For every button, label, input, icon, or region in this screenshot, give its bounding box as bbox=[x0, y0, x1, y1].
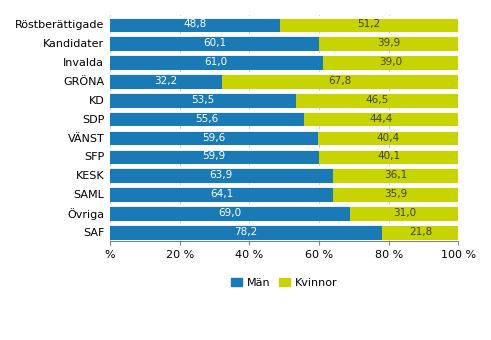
Bar bbox=[297, 92, 459, 107]
Text: 48,8: 48,8 bbox=[183, 19, 207, 30]
Bar bbox=[323, 54, 459, 70]
Text: 64,1: 64,1 bbox=[210, 189, 233, 199]
Text: 40,1: 40,1 bbox=[377, 151, 400, 162]
Bar bbox=[319, 149, 459, 164]
Text: 36,1: 36,1 bbox=[384, 170, 407, 180]
Text: 46,5: 46,5 bbox=[366, 95, 389, 105]
Text: 32,2: 32,2 bbox=[154, 76, 178, 86]
Bar bbox=[110, 205, 351, 221]
Bar bbox=[110, 92, 297, 107]
Bar bbox=[110, 224, 382, 240]
Bar bbox=[110, 73, 222, 89]
Text: 35,9: 35,9 bbox=[384, 189, 408, 199]
Bar bbox=[318, 130, 459, 145]
Bar bbox=[110, 36, 319, 51]
Text: 55,6: 55,6 bbox=[195, 114, 218, 124]
Text: 53,5: 53,5 bbox=[191, 95, 215, 105]
Bar bbox=[110, 168, 332, 183]
Text: 39,0: 39,0 bbox=[379, 57, 402, 67]
Bar bbox=[222, 73, 459, 89]
Bar bbox=[382, 224, 459, 240]
Text: 39,9: 39,9 bbox=[377, 38, 401, 48]
Bar bbox=[280, 17, 459, 32]
Bar bbox=[110, 130, 318, 145]
Text: 78,2: 78,2 bbox=[235, 227, 258, 237]
Text: 63,9: 63,9 bbox=[210, 170, 233, 180]
Text: 69,0: 69,0 bbox=[218, 208, 242, 218]
Text: 51,2: 51,2 bbox=[357, 19, 381, 30]
Text: 67,8: 67,8 bbox=[328, 76, 352, 86]
Bar bbox=[332, 168, 459, 183]
Bar bbox=[110, 186, 333, 202]
Text: 21,8: 21,8 bbox=[409, 227, 432, 237]
Legend: Män, Kvinnor: Män, Kvinnor bbox=[227, 273, 342, 292]
Bar bbox=[110, 111, 304, 126]
Bar bbox=[110, 54, 323, 70]
Bar bbox=[319, 36, 459, 51]
Bar bbox=[304, 111, 459, 126]
Text: 59,6: 59,6 bbox=[202, 133, 225, 142]
Bar bbox=[110, 17, 280, 32]
Bar bbox=[333, 186, 459, 202]
Text: 31,0: 31,0 bbox=[393, 208, 416, 218]
Text: 44,4: 44,4 bbox=[369, 114, 393, 124]
Bar bbox=[110, 149, 319, 164]
Text: 40,4: 40,4 bbox=[377, 133, 400, 142]
Bar bbox=[351, 205, 459, 221]
Text: 61,0: 61,0 bbox=[205, 57, 228, 67]
Text: 60,1: 60,1 bbox=[203, 38, 226, 48]
Text: 59,9: 59,9 bbox=[203, 151, 226, 162]
